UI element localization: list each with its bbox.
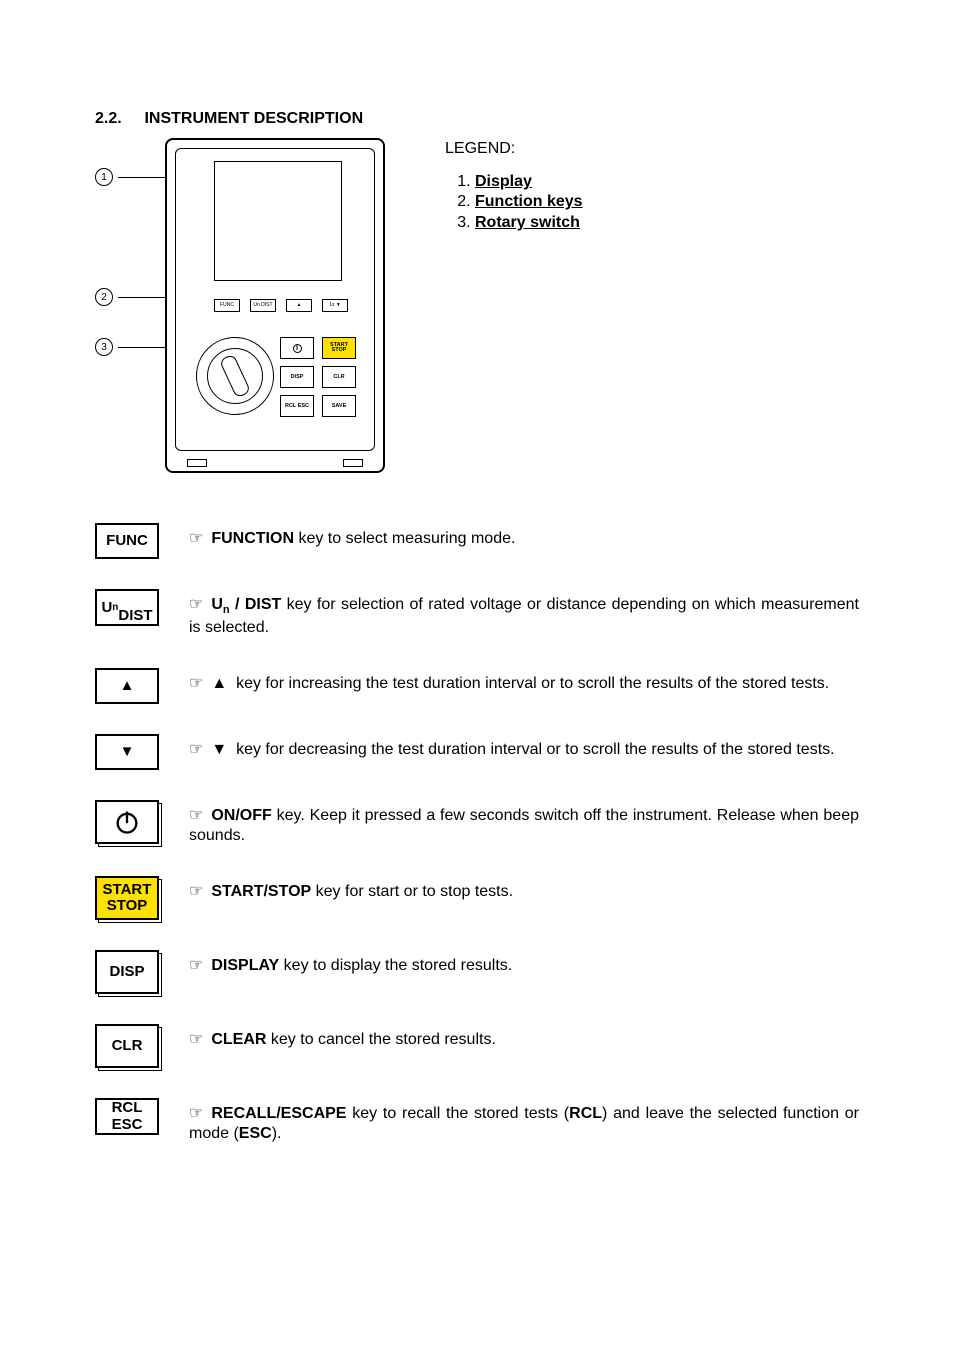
device-foot (343, 459, 363, 467)
pointer-icon: ☞ (189, 883, 203, 900)
pointer-icon: ☞ (189, 1031, 203, 1048)
legend-item-label: Function keys (475, 193, 583, 210)
key-icon-down: ▼ (95, 734, 159, 770)
key-icon-power (95, 800, 159, 844)
key-description: ☞FUNCTION key to select measuring mode. (189, 523, 859, 549)
callout-number: 1 (95, 168, 113, 186)
mini-button: FUNC (214, 299, 240, 312)
pointer-icon: ☞ (189, 675, 203, 692)
pointer-icon: ☞ (189, 741, 203, 758)
legend-list: Display Function keys Rotary switch (475, 173, 583, 232)
callout-number: 2 (95, 288, 113, 306)
key-descriptions: FUNC ☞FUNCTION key to select measuring mo… (95, 523, 859, 1144)
mini-button: 1s ▼ (322, 299, 348, 312)
key-description: ☞RECALL/ESCAPE key to recall the stored … (189, 1098, 859, 1144)
key-icon-un-dist: UnDIST (95, 589, 159, 626)
device-foot (187, 459, 207, 467)
device-inner: FUNC Un DIST ▲ 1s ▼ START STOP DISP CLR … (175, 148, 375, 451)
key-row-power: ☞ON/OFF key. Keep it pressed a few secon… (95, 800, 859, 846)
key-description: ☞▲ key for increasing the test duration … (189, 668, 859, 694)
rotary-switch-icon (196, 337, 274, 415)
legend-item: Display (475, 173, 583, 191)
key-description: ☞CLEAR key to cancel the stored results. (189, 1024, 859, 1050)
device-screen (214, 161, 342, 281)
device-outline: FUNC Un DIST ▲ 1s ▼ START STOP DISP CLR … (165, 138, 385, 473)
tiny-key-start: START STOP (322, 337, 356, 359)
instrument-diagram: 1 2 3 FUNC Un DIST ▲ 1s ▼ (95, 138, 405, 478)
key-row-start-stop: STARTSTOP ☞START/STOP key for start or to… (95, 876, 859, 920)
key-row-down: ▼ ☞▼ key for decreasing the test duration… (95, 734, 859, 770)
pointer-icon: ☞ (189, 530, 203, 547)
power-icon (113, 808, 141, 836)
section-title: INSTRUMENT DESCRIPTION (144, 110, 363, 127)
key-description: ☞DISPLAY key to display the stored resul… (189, 950, 859, 976)
power-icon (293, 344, 302, 353)
key-description: ☞▼ key for decreasing the test duration … (189, 734, 859, 760)
tiny-key-save: SAVE (322, 395, 356, 417)
key-row-func: FUNC ☞FUNCTION key to select measuring mo… (95, 523, 859, 559)
key-icon-func: FUNC (95, 523, 159, 559)
mini-button-row: FUNC Un DIST ▲ 1s ▼ (214, 299, 348, 312)
key-icon-rcl-esc: RCLESC (95, 1098, 159, 1135)
legend-item: Function keys (475, 193, 583, 211)
mini-button: ▲ (286, 299, 312, 312)
pointer-icon: ☞ (189, 807, 203, 824)
key-icon-start-stop: STARTSTOP (95, 876, 159, 920)
key-icon-disp: DISP (95, 950, 159, 994)
device-button-grid: START STOP DISP CLR RCL ESC SAVE (280, 337, 356, 417)
callout-number: 3 (95, 338, 113, 356)
key-description: ☞Un / DIST key for selection of rated vo… (189, 589, 859, 638)
key-row-disp: DISP ☞DISPLAY key to display the stored r… (95, 950, 859, 994)
key-description: ☞ON/OFF key. Keep it pressed a few secon… (189, 800, 859, 846)
key-row-up: ▲ ☞▲ key for increasing the test duration… (95, 668, 859, 704)
key-row-un-dist: UnDIST ☞Un / DIST key for selection of ra… (95, 589, 859, 638)
section-number: 2.2. (95, 110, 140, 128)
legend: LEGEND: Display Function keys Rotary swi… (445, 138, 583, 234)
key-description: ☞START/STOP key for start or to stop tes… (189, 876, 859, 902)
key-row-clr: CLR ☞CLEAR key to cancel the stored resul… (95, 1024, 859, 1068)
legend-item-label: Display (475, 173, 532, 190)
mini-button: Un DIST (250, 299, 276, 312)
tiny-key-clr: CLR (322, 366, 356, 388)
pointer-icon: ☞ (189, 957, 203, 974)
legend-item: Rotary switch (475, 214, 583, 232)
legend-item-label: Rotary switch (475, 214, 580, 231)
pointer-icon: ☞ (189, 1105, 203, 1122)
legend-title: LEGEND: (445, 140, 583, 158)
key-row-rcl-esc: RCLESC ☞RECALL/ESCAPE key to recall the s… (95, 1098, 859, 1144)
tiny-key-disp: DISP (280, 366, 314, 388)
key-icon-up: ▲ (95, 668, 159, 704)
tiny-key-rcl: RCL ESC (280, 395, 314, 417)
top-block: 1 2 3 FUNC Un DIST ▲ 1s ▼ (95, 138, 859, 478)
pointer-icon: ☞ (189, 596, 203, 613)
tiny-key-power (280, 337, 314, 359)
key-icon-clr: CLR (95, 1024, 159, 1068)
section-header: 2.2. INSTRUMENT DESCRIPTION (95, 110, 859, 128)
